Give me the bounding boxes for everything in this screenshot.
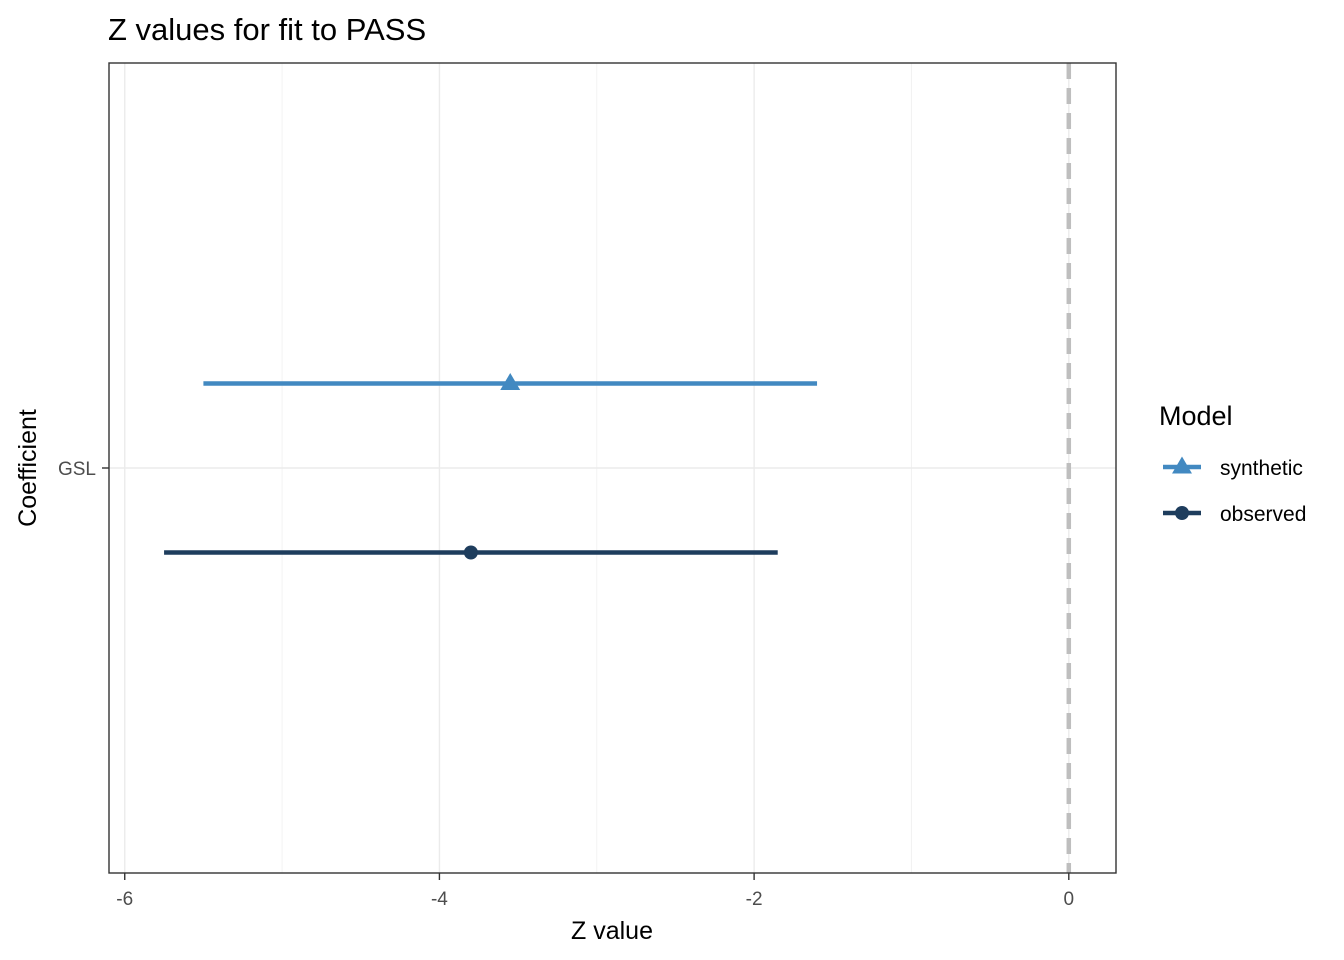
x-tick-label: 0 [1064, 889, 1075, 910]
observed-legend-marker [1175, 506, 1189, 520]
x-tick-label: -6 [116, 889, 133, 910]
synthetic-point [500, 373, 521, 391]
y-axis: GSL [58, 459, 109, 480]
legend-title: Model [1159, 401, 1233, 431]
chart-title: Z values for fit to PASS [108, 12, 426, 47]
y-axis-title: Coefficient [14, 409, 42, 527]
legend: Model synthetic observed [1159, 401, 1306, 526]
series-layer [164, 373, 818, 560]
observed-point [463, 545, 478, 560]
x-axis: -6 -4 -2 0 [116, 873, 1074, 910]
synthetic-legend-marker [1172, 456, 1192, 474]
y-tick-label: GSL [58, 459, 96, 480]
x-tick-label: -4 [431, 889, 448, 910]
synthetic-legend-label: synthetic [1220, 457, 1303, 480]
x-tick-label: -2 [746, 889, 763, 910]
x-axis-title: Z value [571, 917, 653, 945]
observed-legend-label: observed [1220, 503, 1306, 526]
grid [109, 63, 1116, 873]
